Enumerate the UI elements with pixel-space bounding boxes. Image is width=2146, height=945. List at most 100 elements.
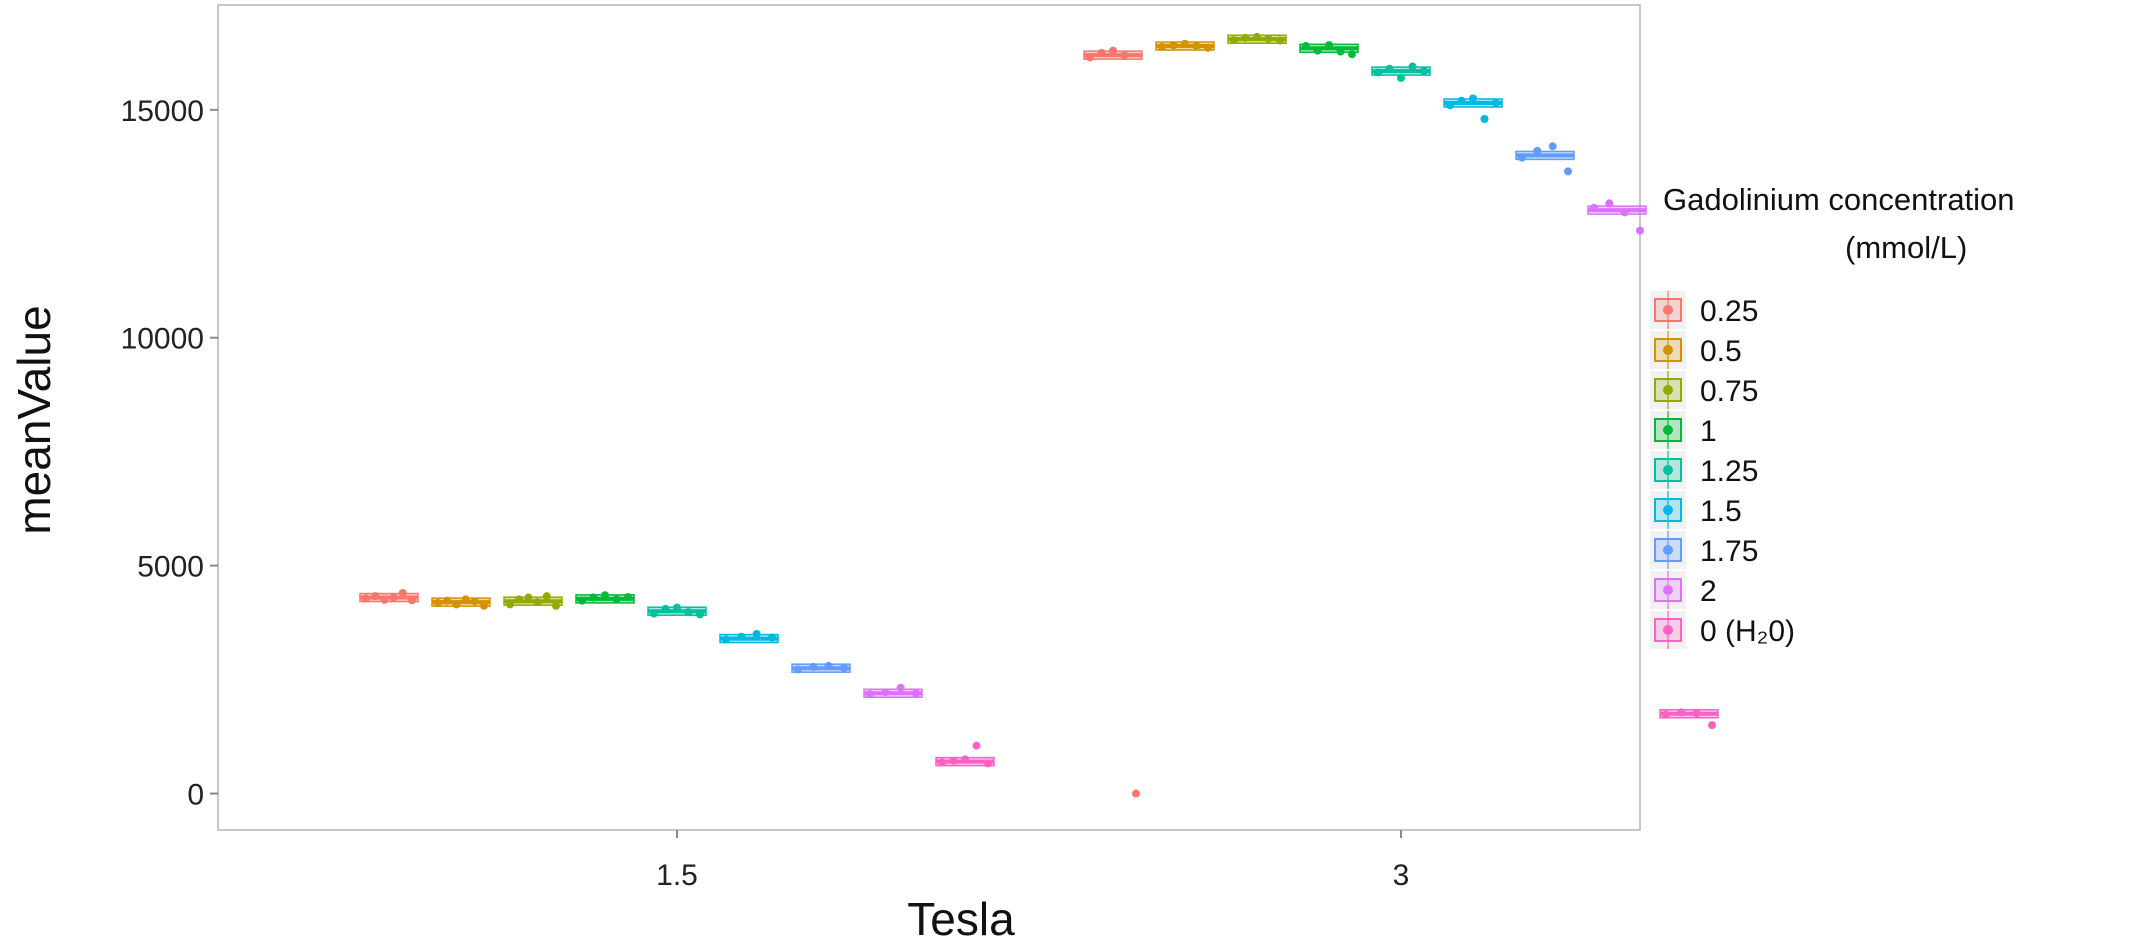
x-tick-label: 3 bbox=[1393, 859, 1410, 892]
data-point bbox=[1181, 39, 1189, 48]
plot-panel bbox=[217, 4, 1641, 831]
legend-title-line2: (mmol/L) bbox=[1845, 230, 1967, 265]
box-group bbox=[575, 591, 635, 605]
box-group bbox=[647, 603, 707, 619]
legend-title-line1: Gadolinium concentration bbox=[1663, 182, 2015, 217]
data-point bbox=[1518, 153, 1526, 162]
data-point bbox=[938, 758, 946, 767]
legend-item: 0 (H₂0) bbox=[1650, 611, 1795, 649]
data-point bbox=[896, 683, 905, 692]
data-point bbox=[949, 756, 958, 765]
y-axis-title: meanValue bbox=[8, 305, 60, 534]
legend-label: 1.75 bbox=[1700, 535, 1758, 568]
data-point bbox=[737, 632, 746, 641]
box-group bbox=[1083, 46, 1143, 798]
box-group bbox=[431, 595, 491, 610]
data-point bbox=[1564, 167, 1572, 176]
data-point bbox=[1097, 48, 1106, 57]
legend-label: 0.75 bbox=[1700, 375, 1758, 408]
legend-item: 2 bbox=[1650, 571, 1717, 609]
legend-label: 1.5 bbox=[1700, 495, 1742, 528]
legend-item: 1 bbox=[1650, 411, 1717, 449]
box-group bbox=[503, 592, 563, 610]
data-point bbox=[380, 595, 389, 604]
data-point bbox=[1120, 51, 1129, 60]
data-point bbox=[1348, 50, 1356, 59]
data-point bbox=[389, 593, 398, 602]
legend-item: 1.25 bbox=[1650, 451, 1758, 489]
legend: Gadolinium concentration (mmol/L) 0.250.… bbox=[1650, 182, 2015, 649]
data-point bbox=[1264, 34, 1273, 43]
data-point bbox=[1620, 208, 1629, 217]
legend-key-point bbox=[1663, 585, 1673, 595]
data-point bbox=[434, 599, 442, 608]
legend-key-point bbox=[1663, 505, 1673, 515]
data-point bbox=[1169, 41, 1178, 50]
data-point bbox=[661, 604, 670, 613]
legend-items: 0.25 0.5 0.75 1 1.25 1.5 1.75 2 0 (H₂0) bbox=[1650, 291, 1795, 649]
legend-item: 1.75 bbox=[1650, 531, 1758, 569]
data-point bbox=[881, 688, 890, 697]
data-point bbox=[408, 596, 416, 605]
data-point bbox=[506, 600, 514, 609]
legend-item: 0.75 bbox=[1650, 371, 1758, 409]
data-point bbox=[912, 689, 920, 698]
box-group bbox=[719, 630, 779, 644]
data-point bbox=[1662, 710, 1670, 719]
data-point bbox=[1457, 96, 1466, 105]
data-point bbox=[650, 609, 658, 618]
data-point bbox=[722, 635, 730, 644]
data-point bbox=[552, 601, 560, 610]
legend-item: 0.25 bbox=[1650, 291, 1758, 329]
data-point bbox=[984, 759, 992, 768]
x-axis-title: Tesla bbox=[907, 893, 1015, 945]
legend-label: 0.5 bbox=[1700, 335, 1742, 368]
data-point bbox=[840, 663, 848, 672]
x-axis: 1.5 3 bbox=[656, 830, 1409, 892]
data-point bbox=[470, 597, 479, 606]
data-point bbox=[1253, 32, 1261, 41]
box-group bbox=[863, 683, 923, 699]
data-point bbox=[1241, 33, 1250, 42]
data-point bbox=[443, 596, 452, 605]
data-point bbox=[1385, 64, 1394, 73]
legend-key-point bbox=[1663, 345, 1673, 355]
data-point bbox=[794, 665, 802, 674]
box-group bbox=[1299, 41, 1359, 59]
data-point bbox=[1336, 47, 1345, 56]
legend-label: 0.25 bbox=[1700, 295, 1758, 328]
data-point bbox=[673, 603, 681, 612]
data-point bbox=[972, 741, 981, 750]
data-point bbox=[1109, 46, 1117, 55]
legend-key-point bbox=[1663, 465, 1673, 475]
data-point bbox=[1605, 199, 1614, 208]
data-point bbox=[1132, 789, 1140, 798]
y-tick-label: 5000 bbox=[137, 551, 204, 584]
legend-label: 2 bbox=[1700, 575, 1717, 608]
data-point bbox=[589, 593, 598, 602]
data-point bbox=[809, 662, 818, 671]
legend-label: 1 bbox=[1700, 415, 1717, 448]
data-point bbox=[371, 592, 380, 601]
legend-item: 1.5 bbox=[1650, 491, 1742, 529]
data-point bbox=[1636, 226, 1644, 235]
box-group bbox=[1515, 142, 1575, 176]
data-point bbox=[1420, 67, 1428, 76]
data-point bbox=[452, 600, 461, 609]
data-point bbox=[1192, 42, 1201, 51]
legend-label: 1.25 bbox=[1700, 455, 1758, 488]
data-point bbox=[1533, 146, 1542, 155]
data-point bbox=[1590, 203, 1598, 212]
data-point bbox=[1446, 101, 1454, 110]
data-point bbox=[1692, 709, 1701, 718]
data-point bbox=[866, 690, 874, 699]
box-group bbox=[1227, 32, 1287, 45]
data-point bbox=[1480, 114, 1489, 123]
data-point bbox=[1325, 41, 1333, 50]
data-point bbox=[1469, 94, 1477, 103]
data-point bbox=[480, 601, 488, 610]
data-point bbox=[1492, 98, 1500, 107]
data-point bbox=[398, 588, 407, 597]
chart-marks bbox=[359, 32, 1719, 798]
